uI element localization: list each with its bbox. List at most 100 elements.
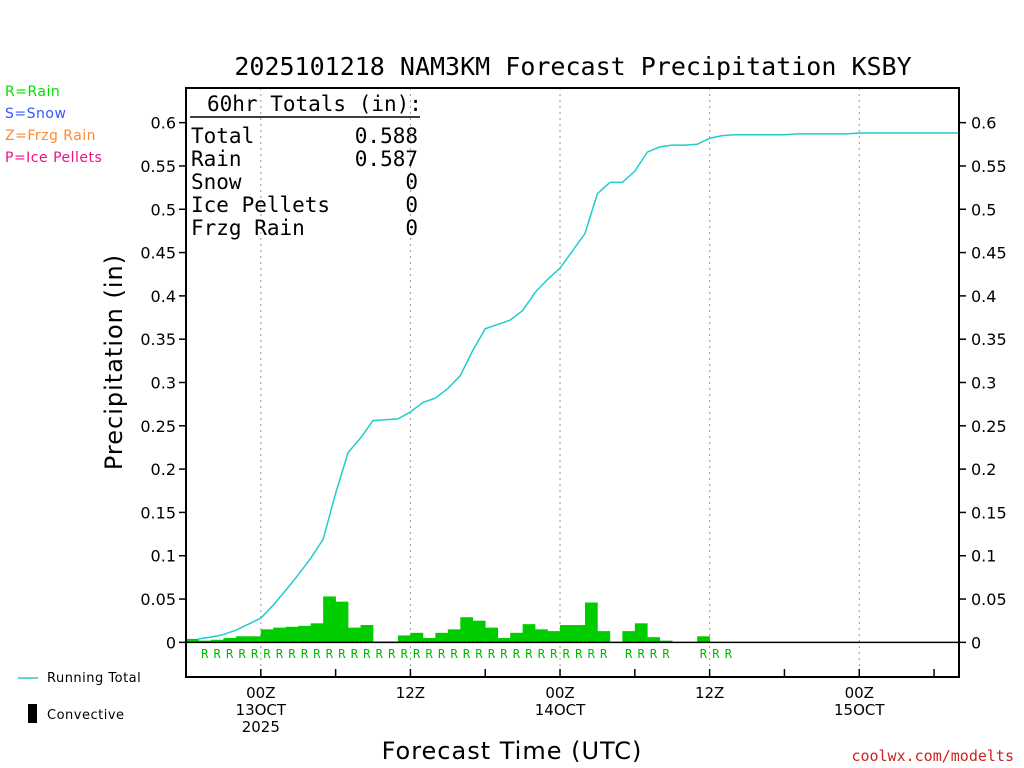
y-axis-label: Precipitation (in) <box>100 254 128 470</box>
totals-value: 0 <box>405 216 418 240</box>
y-tick-label: 0.1 <box>151 547 176 566</box>
ptype-letter: R <box>201 647 209 661</box>
ptype-legend: R=Rain S=Snow Z=Frzg Rain P=Ice Pellets <box>5 84 102 166</box>
precip-bar <box>597 631 611 643</box>
x-tick-label: 15OCT <box>834 701 885 719</box>
ptype-letter: R <box>525 647 533 661</box>
y-tick-label: 0.6 <box>151 114 176 133</box>
y-tick-label-right: 0.15 <box>971 503 1007 522</box>
x-tick-label: 00Z <box>246 684 275 702</box>
ptype-letter: R <box>438 647 446 661</box>
y-tick-label-right: 0.25 <box>971 417 1007 436</box>
totals-value: 0 <box>405 170 418 194</box>
precip-bar <box>435 632 449 643</box>
precip-bar <box>273 627 287 643</box>
y-tick-label: 0.05 <box>140 590 176 609</box>
precip-bar <box>310 623 324 643</box>
precip-bar <box>510 632 523 643</box>
ptype-letter: R <box>388 647 396 661</box>
ptype-letter: R <box>363 647 371 661</box>
precip-bar <box>348 627 361 643</box>
ptype-legend-ice-pellets: P=Ice Pellets <box>5 150 102 166</box>
y-tick-label: 0.25 <box>140 417 176 436</box>
y-tick-label-right: 0.3 <box>971 374 996 393</box>
ptype-legend-frzg-rain: Z=Frzg Rain <box>5 128 96 144</box>
precip-bar <box>223 638 237 643</box>
running-total-line <box>198 132 959 640</box>
y-axis-right: 0 0.05 0.1 0.15 0.2 0.25 0.3 0.35 0.4 0.45 0.5 0.55… <box>959 114 1007 652</box>
precip-bar <box>485 627 498 643</box>
ptype-letter: R <box>625 647 633 661</box>
plot-frame <box>185 87 960 678</box>
ptype-letter: R <box>513 647 521 661</box>
ptype-letter: R <box>563 647 571 661</box>
credit-text: coolwx.com/modelts <box>851 747 1014 765</box>
ptype-letter: R <box>426 647 434 661</box>
ptype-letter: R <box>288 647 296 661</box>
x-tick-label: 13OCT <box>236 701 287 719</box>
ptype-letter: R <box>263 647 271 661</box>
x-tick-label: 12Z <box>695 684 724 702</box>
precip-bar <box>210 639 224 643</box>
ptype-letter: R <box>700 647 708 661</box>
totals-value: 0.587 <box>355 147 418 171</box>
y-tick-label: 0.3 <box>151 374 176 393</box>
totals-box: 60hr Totals (in): Total 0.588 Rain 0.587 Sno… <box>190 92 422 240</box>
ptype-letter: R <box>401 647 409 661</box>
y-tick-label: 0 <box>166 633 176 652</box>
ptype-letter: R <box>712 647 720 661</box>
precip-bar <box>360 625 374 643</box>
ptype-letter: R <box>301 647 309 661</box>
precip-bar <box>248 636 262 643</box>
ptype-letter: R <box>575 647 583 661</box>
precip-bar <box>460 617 474 643</box>
y-tick-label-right: 0.05 <box>971 590 1007 609</box>
y-tick-label-right: 0 <box>971 633 981 652</box>
ptype-letter: R <box>450 647 458 661</box>
precip-bar <box>547 631 561 643</box>
precip-bar <box>285 626 299 643</box>
precip-bar <box>497 638 511 643</box>
precip-bar <box>186 638 199 643</box>
ptype-letter: R <box>276 647 284 661</box>
precip-bar <box>535 629 548 643</box>
precip-bar <box>634 623 648 643</box>
totals-header: 60hr Totals (in): <box>207 92 422 116</box>
x-tick-label: 14OCT <box>535 701 586 719</box>
ptype-letter: R <box>500 647 508 661</box>
precip-bar <box>572 625 586 643</box>
precip-bar <box>198 640 212 643</box>
precip-bar <box>410 632 424 643</box>
precip-bar <box>647 637 661 643</box>
ptype-letter: R <box>600 647 608 661</box>
ptype-letter: R <box>550 647 558 661</box>
precip-bar <box>522 624 536 643</box>
totals-label: Total <box>191 124 254 148</box>
ptype-letter: R <box>326 647 334 661</box>
legend-running-total: Running Total <box>47 671 141 686</box>
ptype-letter: R <box>338 647 346 661</box>
precip-bar <box>560 625 573 643</box>
grid-lines <box>260 88 860 677</box>
series-legend: Running Total Convective <box>18 671 141 723</box>
y-tick-label: 0.4 <box>151 287 176 306</box>
legend-convective: Convective <box>47 708 125 723</box>
totals-value: 0 <box>405 193 418 217</box>
x-axis-label: Forecast Time (UTC) <box>382 737 643 765</box>
precip-bar <box>447 629 461 643</box>
precip-bar <box>298 625 311 643</box>
y-tick-label-right: 0.5 <box>971 200 996 219</box>
ptype-letter: R <box>238 647 246 661</box>
ptype-letter: R <box>538 647 546 661</box>
totals-value: 0.588 <box>355 124 418 148</box>
ptype-letter: R <box>351 647 359 661</box>
ptype-letter: R <box>488 647 496 661</box>
chart-title: 2025101218 NAM3KM Forecast Precipitation… <box>234 52 911 81</box>
y-tick-label: 0.55 <box>140 157 176 176</box>
y-tick-label-right: 0.4 <box>971 287 996 306</box>
ptype-letter: R <box>662 647 670 661</box>
convective-swatch <box>28 704 37 723</box>
x-tick-label: 2025 <box>242 718 280 736</box>
